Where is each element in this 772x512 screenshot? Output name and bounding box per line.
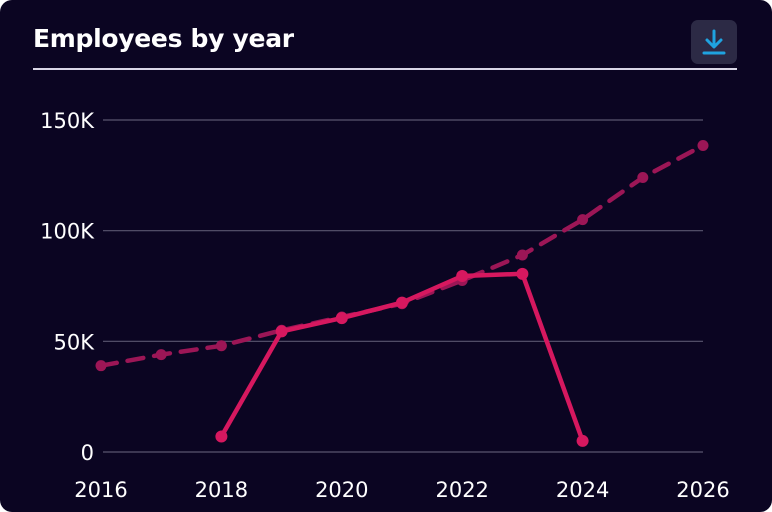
download-icon: [702, 29, 726, 55]
y-tick-label: 50K: [54, 330, 96, 354]
data-point-dashed: [155, 349, 167, 361]
x-tick-label: 2018: [195, 478, 248, 502]
title-divider: [33, 68, 737, 70]
data-point-solid: [516, 267, 529, 280]
data-point-solid: [456, 270, 469, 283]
y-tick-label: 0: [81, 441, 94, 465]
data-point-dashed: [516, 249, 528, 261]
download-button[interactable]: [691, 20, 737, 64]
data-point-solid: [275, 325, 288, 338]
x-tick-label: 2016: [74, 478, 127, 502]
x-tick-label: 2020: [315, 478, 368, 502]
y-tick-label: 100K: [40, 220, 95, 244]
data-point-solid: [576, 434, 589, 447]
x-tick-label: 2024: [556, 478, 609, 502]
x-tick-label: 2022: [435, 478, 488, 502]
chart-title: Employees by year: [33, 24, 294, 53]
series-line-dashed: [98, 143, 706, 368]
data-point-dashed: [215, 340, 227, 352]
x-tick-label: 2026: [676, 478, 729, 502]
data-point-dashed: [577, 214, 589, 226]
data-point-solid: [396, 296, 408, 309]
data-point-dashed: [95, 360, 107, 372]
data-point-solid: [335, 312, 348, 325]
data-point-solid: [215, 430, 228, 443]
data-point-dashed: [697, 139, 709, 151]
data-point-dashed: [637, 172, 649, 184]
y-tick-label: 150K: [40, 109, 95, 133]
